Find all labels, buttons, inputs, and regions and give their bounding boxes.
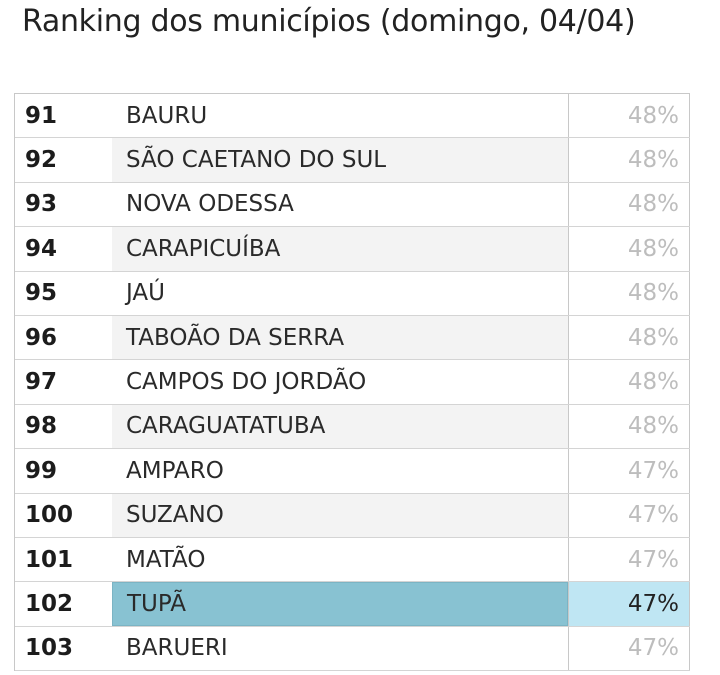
rank-cell: 103: [15, 626, 112, 671]
rank-cell: 94: [15, 227, 112, 271]
rank-cell: 102: [15, 582, 112, 626]
table-row[interactable]: 96 TABOÃO DA SERRA 48%: [15, 315, 690, 361]
municipality-name-cell: BAURU: [112, 94, 568, 138]
rank-cell: 97: [15, 360, 112, 404]
percentage-cell: 48%: [568, 271, 690, 315]
ranking-table: 91 BAURU 48% 92 SÃO CAETANO DO SUL 48% 9…: [14, 93, 690, 672]
percentage-cell: 47%: [568, 582, 690, 626]
table-row[interactable]: 101 MATÃO 47%: [15, 537, 690, 583]
table-row[interactable]: 93 NOVA ODESSA 48%: [15, 182, 690, 228]
percentage-cell: 47%: [568, 493, 690, 537]
table-row[interactable]: 91 BAURU 48%: [15, 94, 690, 139]
municipality-name-cell: SUZANO: [112, 493, 568, 537]
municipality-name-cell: CARAGUATATUBA: [112, 404, 568, 449]
percentage-cell: 48%: [568, 94, 690, 138]
municipality-name-cell: CAMPOS DO JORDÃO: [112, 360, 568, 404]
table-row[interactable]: 99 AMPARO 47%: [15, 449, 690, 494]
percentage-cell: 47%: [568, 449, 690, 493]
table-row[interactable]: 92 SÃO CAETANO DO SUL 48%: [15, 138, 690, 183]
percentage-cell: 48%: [568, 138, 690, 182]
percentage-cell: 48%: [568, 315, 690, 360]
municipality-name-cell: SÃO CAETANO DO SUL: [112, 138, 568, 182]
percentage-cell: 47%: [568, 537, 690, 582]
municipality-name-cell: BARUERI: [112, 626, 568, 671]
percentage-cell: 48%: [568, 404, 690, 449]
table-row[interactable]: 94 CARAPICUÍBA 48%: [15, 227, 690, 272]
municipality-name-cell: TUPÃ: [112, 582, 568, 626]
rank-cell: 99: [15, 449, 112, 493]
percentage-cell: 48%: [568, 227, 690, 271]
rank-cell: 93: [15, 182, 112, 227]
rank-cell: 92: [15, 138, 112, 182]
municipality-name-cell: TABOÃO DA SERRA: [112, 315, 568, 360]
table-row[interactable]: 95 JAÚ 48%: [15, 271, 690, 316]
rank-cell: 98: [15, 404, 112, 449]
rank-cell: 100: [15, 493, 112, 537]
table-row-highlighted[interactable]: 102 TUPÃ 47%: [15, 582, 690, 627]
rank-cell: 91: [15, 94, 112, 138]
rank-cell: 96: [15, 315, 112, 360]
municipality-name-cell: JAÚ: [112, 271, 568, 315]
municipality-name-cell: AMPARO: [112, 449, 568, 493]
table-row[interactable]: 100 SUZANO 47%: [15, 493, 690, 538]
percentage-cell: 48%: [568, 360, 690, 404]
page-title: Ranking dos municípios (domingo, 04/04): [22, 4, 636, 39]
municipality-name-cell: NOVA ODESSA: [112, 182, 568, 227]
table-row[interactable]: 98 CARAGUATATUBA 48%: [15, 404, 690, 450]
municipality-name-cell: CARAPICUÍBA: [112, 227, 568, 271]
municipality-name-cell: MATÃO: [112, 537, 568, 582]
percentage-cell: 47%: [568, 626, 690, 671]
table-row[interactable]: 103 BARUERI 47%: [15, 626, 690, 672]
rank-cell: 101: [15, 537, 112, 582]
percentage-cell: 48%: [568, 182, 690, 227]
rank-cell: 95: [15, 271, 112, 315]
table-row[interactable]: 97 CAMPOS DO JORDÃO 48%: [15, 360, 690, 405]
